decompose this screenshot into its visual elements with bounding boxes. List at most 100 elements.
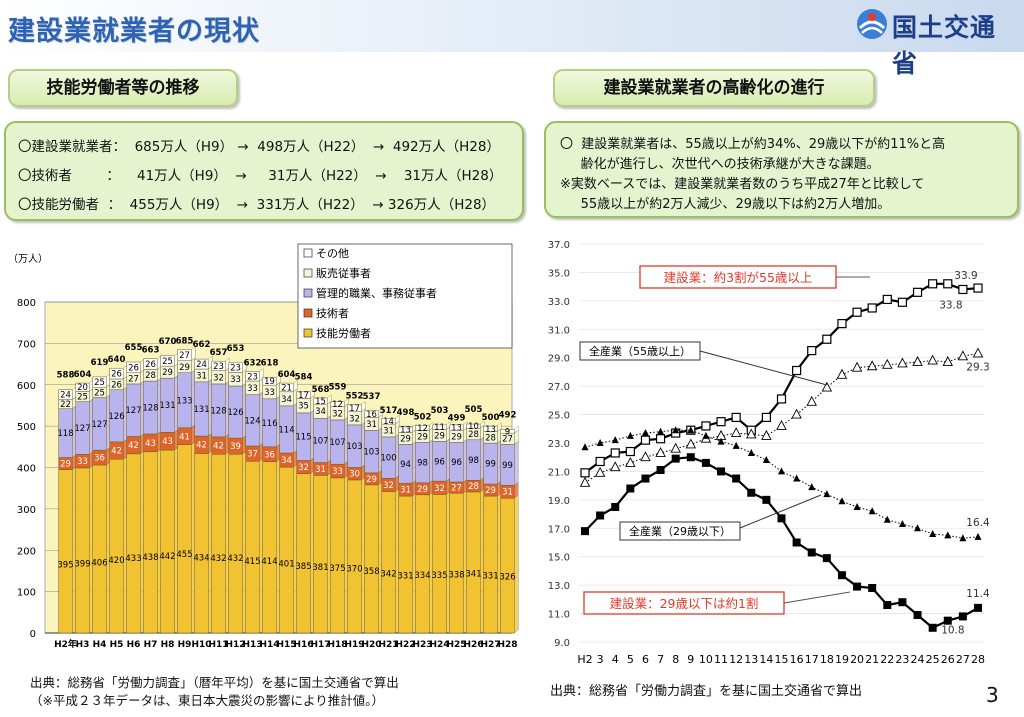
bar-total-label: 655 (125, 343, 143, 353)
bar-value-label: 12 (417, 424, 428, 434)
bar-total-label: 588 (57, 371, 75, 381)
bar-value-label: 25 (94, 378, 105, 388)
bar-value-label: 107 (329, 438, 345, 448)
bar-total-label: 618 (261, 358, 279, 368)
bar-value-label: 100 (380, 454, 396, 464)
x-tick-label: 24 (911, 653, 925, 666)
bar-value-label: 116 (261, 419, 277, 429)
bar-segment-side (327, 394, 332, 405)
data-point (671, 454, 680, 463)
data-point (929, 529, 937, 537)
bar-value-label: 432 (227, 554, 243, 564)
data-point (837, 571, 846, 580)
data-point (793, 474, 801, 482)
line-value-label: 29.3 (966, 361, 989, 373)
data-point (898, 520, 906, 528)
y-tick-label: 800 (17, 298, 36, 309)
data-point (882, 294, 892, 305)
data-point (670, 442, 681, 453)
y-tick-label: 17.0 (548, 524, 570, 535)
bar-value-label: 34 (281, 456, 292, 466)
data-point (717, 467, 726, 476)
bar-value-label: 41 (179, 432, 190, 442)
line-value-label: 11.4 (966, 588, 990, 600)
bar-value-label: 28 (145, 371, 156, 381)
bar-value-label: 23 (247, 372, 258, 382)
bar-segment (245, 461, 260, 634)
bar-value-label: 32 (298, 463, 309, 473)
bar-value-label: 334 (414, 571, 430, 581)
bar-value-label: 36 (94, 454, 105, 464)
data-point (972, 347, 984, 358)
data-point (822, 334, 832, 344)
bar-value-label: 29 (179, 363, 190, 373)
x-tick-label: H18 (327, 640, 347, 650)
bar-value-label: 13 (485, 425, 496, 435)
bar-value-label: 406 (91, 558, 107, 568)
data-point (641, 429, 649, 437)
legend-swatch (303, 268, 313, 278)
bar-value-label: 98 (468, 456, 479, 466)
bar-segment-side (310, 387, 315, 399)
bar-value-label: 131 (159, 401, 175, 411)
y-tick-label: 25.0 (548, 411, 570, 422)
data-point (594, 466, 606, 477)
data-point (596, 439, 604, 446)
x-tick-label: 20 (850, 653, 864, 666)
data-point (579, 476, 591, 487)
bar-segment-side (378, 407, 383, 418)
x-tick-label: H28 (497, 640, 517, 650)
y-tick-label: 500 (17, 422, 36, 433)
bar-value-label: 29 (400, 434, 411, 444)
bar-value-label: 29 (162, 368, 173, 378)
x-tick-label: H9 (178, 640, 192, 650)
legend-box (297, 243, 513, 349)
x-tick-label: 7 (657, 653, 664, 666)
bar-value-label: 36 (264, 450, 275, 460)
bar-value-label: 94 (400, 460, 411, 470)
data-point (777, 514, 786, 523)
data-point (897, 357, 908, 368)
bar-value-label: 19 (264, 377, 275, 387)
data-point (882, 358, 893, 369)
bar-value-label: 32 (383, 481, 394, 491)
bar-segment-side (514, 426, 519, 434)
x-tick-label: 10 (699, 653, 713, 666)
x-tick-label: 26 (941, 653, 955, 666)
data-point (732, 441, 740, 449)
bar-value-label: 29 (417, 432, 428, 442)
data-point (685, 438, 697, 449)
bar-value-label: 31 (502, 488, 513, 498)
y-tick-label: 21.0 (548, 467, 570, 478)
bar-value-label: 31 (315, 465, 326, 475)
bar-value-label: 14 (383, 417, 394, 427)
data-point (791, 408, 802, 419)
y-tick-label: 300 (17, 505, 36, 516)
bar-value-label: 30 (349, 470, 360, 480)
x-tick-label: H24 (429, 640, 449, 650)
bar-segment-side (293, 379, 298, 393)
data-point (762, 456, 770, 464)
callout-label: 建設業：約3割が55歳以上 (664, 270, 813, 285)
data-point (973, 283, 983, 293)
bar-value-label: 381 (312, 563, 328, 573)
y-tick-label: 19.0 (548, 496, 570, 507)
bar-total-label: 498 (397, 408, 415, 418)
y-tick-label: 27.0 (548, 382, 570, 393)
bar-segment (449, 492, 464, 634)
data-point (838, 497, 846, 505)
data-point (959, 534, 967, 542)
x-tick-label: H22 (395, 640, 415, 650)
bar-value-label: 438 (142, 553, 158, 563)
bar-value-label: 31 (383, 426, 394, 436)
x-tick-label: 16 (790, 653, 804, 666)
bar-value-label: 32 (434, 484, 445, 494)
line-value-label: 16.4 (966, 517, 990, 529)
bar-value-label: 24 (196, 360, 207, 370)
data-point (822, 554, 831, 563)
x-tick-label: H8 (161, 640, 175, 650)
x-tick-label: 28 (971, 653, 985, 666)
data-point (853, 502, 861, 510)
bar-segment (347, 479, 362, 634)
x-tick-label: H2 (577, 653, 592, 666)
